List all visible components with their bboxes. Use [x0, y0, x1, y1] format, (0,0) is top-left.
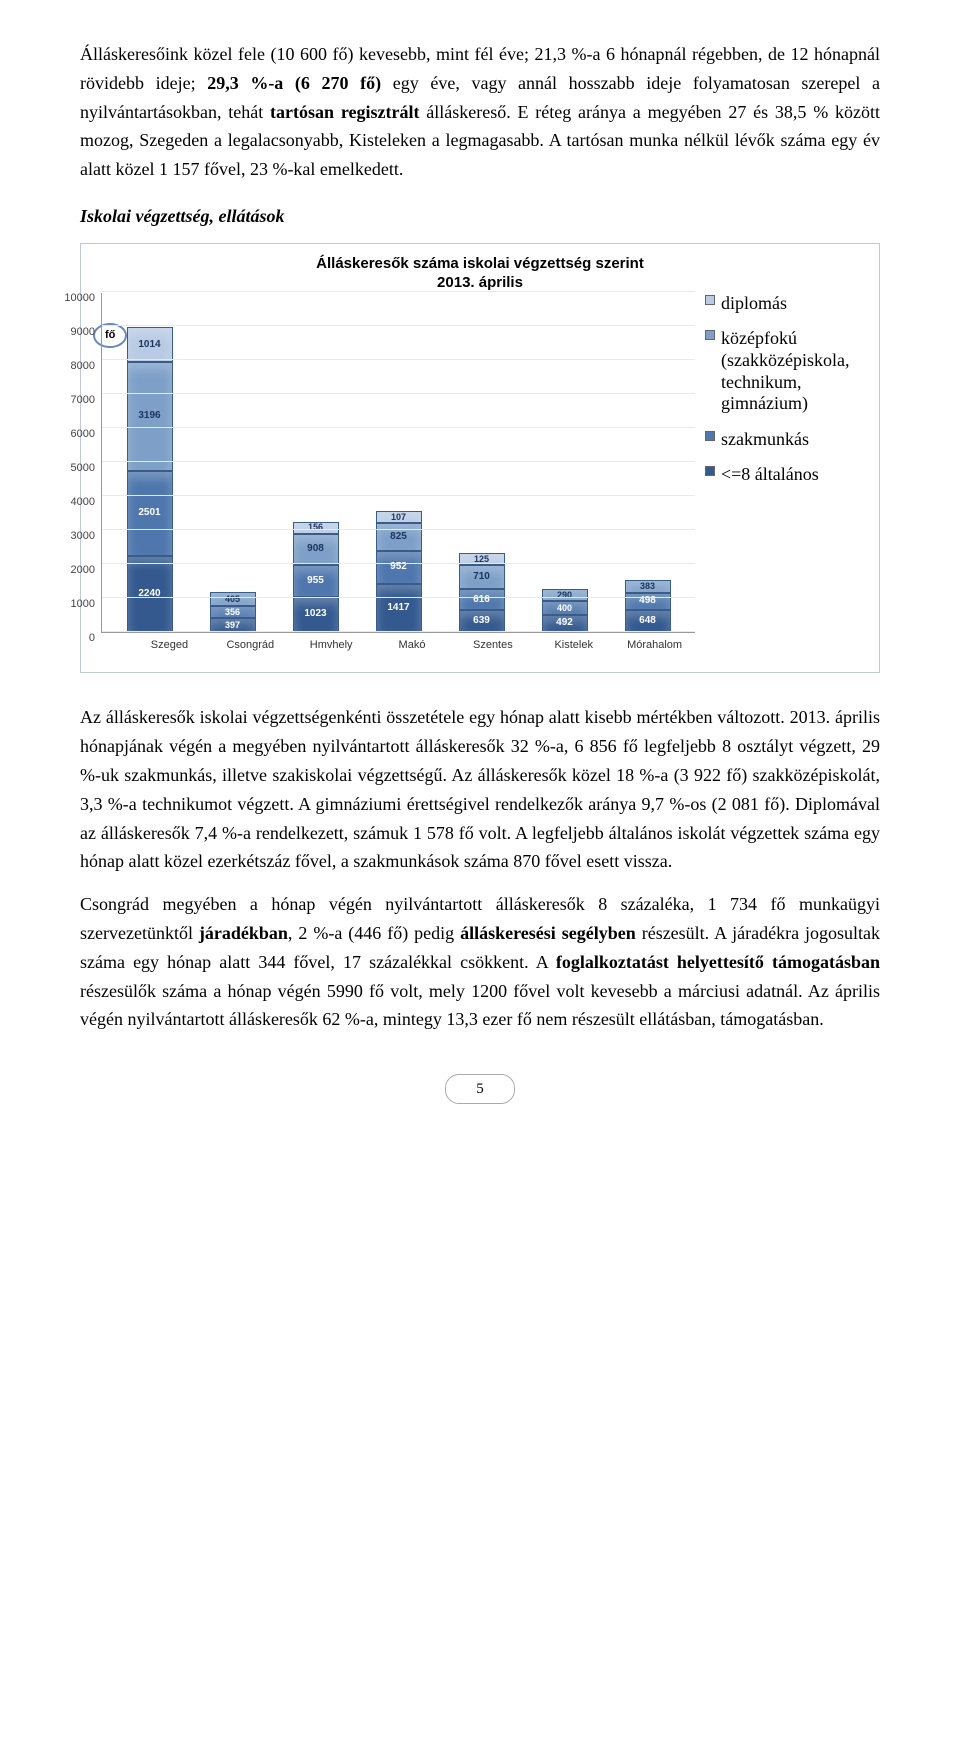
bar-col: 125710616639: [440, 553, 523, 632]
bar-segment-szakmunkas: 955: [293, 565, 339, 597]
chart-legend: diplomás középfokú (szakközépiskola, tech…: [695, 293, 865, 655]
legend-swatch: [705, 330, 715, 340]
section-heading: Iskolai végzettség, ellátások: [80, 202, 880, 231]
bar-segment-altalanos: 492: [542, 615, 588, 632]
bar-segment-kozepfoku: 710: [459, 565, 505, 589]
x-label: Mórahalom: [614, 637, 695, 655]
bar-segment-kozepfoku: 290: [542, 589, 588, 601]
x-label: Szeged: [129, 637, 210, 655]
bar-segment-kozepfoku: 383: [625, 580, 671, 593]
legend-item-kozepfoku: középfokú (szakközépiskola, technikum, g…: [705, 328, 865, 414]
bar-segment-diplomas: 156: [293, 522, 339, 534]
bar-segment-diplomas: 107: [376, 511, 422, 523]
chart-title-line1: Álláskeresők száma iskolai végzettség sz…: [316, 255, 644, 272]
x-label: Kistelek: [533, 637, 614, 655]
page-number: 5: [445, 1074, 515, 1104]
education-chart: Álláskeresők száma iskolai végzettség sz…: [80, 243, 880, 674]
bar-segment-diplomas: 1014: [127, 327, 173, 361]
bar-segment-szakmunkas: 498: [625, 593, 671, 610]
bar-segment-altalanos: 639: [459, 610, 505, 632]
bar-segment-altalanos: 2240: [127, 556, 173, 632]
legend-item-szakmunkas: szakmunkás: [705, 429, 865, 451]
x-label: Makó: [372, 637, 453, 655]
bar-segment-szakmunkas: 400: [542, 601, 588, 615]
bar-segment-kozepfoku: 908: [293, 534, 339, 565]
legend-label: <=8 általános: [721, 464, 819, 486]
paragraph-3: Csongrád megyében a hónap végén nyilvánt…: [80, 890, 880, 1034]
chart-bars: 1014319625012240405356397156908955102310…: [102, 293, 695, 632]
bar-segment-szakmunkas: 952: [376, 551, 422, 583]
chart-plot-area: 1014319625012240405356397156908955102310…: [101, 293, 695, 633]
bar-segment-szakmunkas: 616: [459, 589, 505, 610]
bar-segment-kozepfoku: 3196: [127, 362, 173, 471]
legend-item-altalanos: <=8 általános: [705, 464, 865, 486]
bar-col: 383498648: [606, 580, 689, 632]
bar-col: 1014319625012240: [108, 327, 191, 631]
x-axis-labels: SzegedCsongrádHmvhelyMakóSzentesKistelek…: [95, 637, 695, 655]
legend-label: középfokú (szakközépiskola, technikum, g…: [721, 328, 865, 414]
paragraph-2: Az álláskeresők iskolai végzettségenként…: [80, 703, 880, 876]
chart-title: Álláskeresők száma iskolai végzettség sz…: [95, 254, 865, 293]
paragraph-1: Álláskeresőink közel fele (10 600 fő) ke…: [80, 40, 880, 184]
bar-segment-altalanos: 1417: [376, 584, 422, 632]
x-label: Szentes: [452, 637, 533, 655]
legend-label: szakmunkás: [721, 429, 809, 451]
chart-title-line2: 2013. április: [437, 274, 523, 291]
bar-segment-altalanos: 397: [210, 618, 256, 631]
x-label: Hmvhely: [291, 637, 372, 655]
legend-swatch: [705, 295, 715, 305]
x-label: Csongrád: [210, 637, 291, 655]
legend-swatch: [705, 431, 715, 441]
bar-col: 405356397: [191, 592, 274, 631]
bar-col: 1569089551023: [274, 522, 357, 632]
legend-item-diplomas: diplomás: [705, 293, 865, 315]
legend-label: diplomás: [721, 293, 787, 315]
bar-segment-altalanos: 1023: [293, 597, 339, 632]
legend-swatch: [705, 466, 715, 476]
bar-segment-szakmunkas: 2501: [127, 471, 173, 556]
bar-segment-szakmunkas: 356: [210, 606, 256, 618]
bar-segment-altalanos: 648: [625, 610, 671, 632]
bar-segment-kozepfoku: 825: [376, 523, 422, 551]
